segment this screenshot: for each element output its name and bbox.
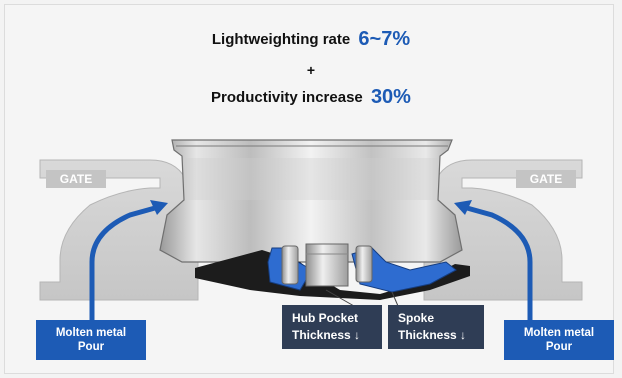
- productivity-headline: Productivity increase 30%: [0, 86, 622, 109]
- pour-left-line1: Molten metal: [55, 327, 127, 339]
- wheel-rim: [159, 139, 463, 263]
- pour-label-left: Molten metal Pour: [36, 320, 146, 360]
- hub-pocket-thickness-label: Hub Pocket Thickness ↓: [282, 305, 382, 349]
- productivity-label: Productivity increase: [211, 89, 363, 106]
- left-pour-arrow: [89, 205, 156, 322]
- left-mold-runner: [39, 159, 199, 301]
- pour-right-line2: Pour: [545, 341, 573, 353]
- lightweighting-headline: Lightweighting rate 6~7%: [0, 28, 622, 51]
- wheel-casting-base: [195, 250, 470, 300]
- pour-left-line2: Pour: [77, 341, 105, 353]
- right-mold-runner: [423, 159, 583, 301]
- lightweighting-label: Lightweighting rate: [211, 31, 351, 48]
- hub-pocket-line2: Thickness ↓: [292, 328, 361, 342]
- gate-label-right: GATE: [516, 170, 576, 188]
- spoke-thickness-label: Spoke Thickness ↓: [388, 305, 484, 349]
- productivity-value: 30%: [370, 86, 411, 108]
- lightweighting-value: 6~7%: [358, 28, 411, 50]
- pour-right-line1: Molten metal: [523, 327, 595, 339]
- gate-label-left: GATE: [46, 170, 106, 188]
- right-pour-arrow: [466, 205, 533, 322]
- spoke-line1: Spoke: [398, 311, 435, 325]
- spoke-highlight: [351, 247, 457, 293]
- plus-sign: +: [306, 62, 316, 78]
- pour-label-right: Molten metal Pour: [504, 320, 614, 360]
- hub-pocket-line1: Hub Pocket: [292, 311, 359, 325]
- spoke-line2: Thickness ↓: [398, 328, 467, 342]
